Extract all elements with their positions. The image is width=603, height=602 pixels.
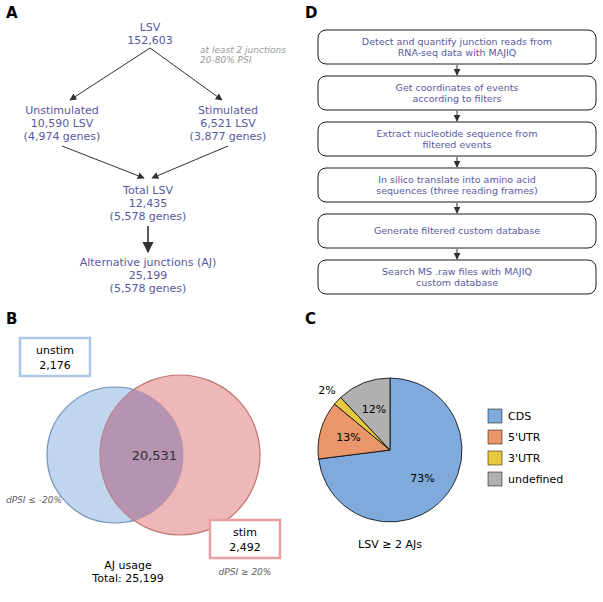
venn-category: stim <box>233 526 257 539</box>
data-label: 2% <box>318 384 335 397</box>
panel-pie: C LSV ≥ 2 AJs CDS 5'UTR 3'UTR undefined <box>305 310 563 551</box>
data-label: 12% <box>362 403 386 416</box>
text-line: 20-80% PSI <box>200 55 252 65</box>
text-line: 25,199 <box>129 269 168 282</box>
legend-swatch <box>488 451 502 465</box>
text-line: Detect and quantify junction reads from <box>362 36 552 47</box>
arrow <box>70 48 150 100</box>
legend-swatch <box>488 472 502 486</box>
background <box>0 0 603 602</box>
text-line: dPSI ≤ -20% <box>6 495 62 505</box>
arrow <box>457 111 458 121</box>
filter-label: at least 2 junctions20-80% PSI <box>200 45 286 66</box>
data-label: 73% <box>410 472 434 485</box>
venn-set <box>100 375 260 535</box>
flow-node: Stimulated6,521 LSV(3,877 genes) <box>190 104 267 143</box>
panel-flowchart: D Detect and quantify junction reads from… <box>305 4 596 294</box>
flow-box <box>318 214 596 248</box>
flow-box-text: Search MS .raw files with MAJIQcustom da… <box>382 266 532 289</box>
panel-title: B <box>6 310 17 328</box>
pie-slice <box>319 378 462 522</box>
text-line: Alternative junctions (AJ) <box>80 256 217 269</box>
annotation: dPSI ≤ -20% <box>6 495 62 505</box>
flow-box <box>318 122 596 156</box>
flow-box <box>318 30 596 64</box>
legend-entry: 5'UTR <box>508 431 541 444</box>
text-line: Total: 25,199 <box>91 572 163 585</box>
flow-node: Unstimulated10,590 LSV(4,974 genes) <box>24 104 101 143</box>
text-line: 6,521 LSV <box>200 117 256 130</box>
arrow <box>150 48 222 100</box>
flow-box-text: Extract nucleotide sequence fromfiltered… <box>377 128 538 151</box>
text-line: (4,974 genes) <box>24 130 101 143</box>
legend: CDS 5'UTR 3'UTR undefined <box>488 409 563 486</box>
text-line: Search MS .raw files with MAJIQ <box>382 266 532 277</box>
arrow <box>457 157 458 167</box>
flow-box-text: Generate filtered custom database <box>374 225 540 236</box>
annotation: dPSI ≥ 20% <box>219 567 272 577</box>
flow-box <box>318 76 596 110</box>
text-line: (5,578 genes) <box>110 282 187 295</box>
text-line: Stimulated <box>198 104 258 117</box>
panel-title: A <box>6 4 18 22</box>
flow-node: Alternative junctions (AJ)25,199(5,578 g… <box>80 256 217 295</box>
text-line: dPSI ≥ 20% <box>219 567 272 577</box>
text-line: 12,435 <box>129 197 168 210</box>
text-line: 152,603 <box>127 34 173 47</box>
legend-swatch <box>488 430 502 444</box>
arrow <box>147 226 149 252</box>
data-label: 20,531 <box>132 448 178 463</box>
legend-entry: 3'UTR <box>508 452 541 465</box>
text-line: LSV <box>140 21 161 34</box>
flow-box-text: In silico translate into amino acidseque… <box>376 174 538 197</box>
flow-box-text: Get coordinates of eventsaccording to fi… <box>396 82 519 105</box>
data-label: 13% <box>336 431 360 444</box>
venn-overlap <box>100 390 183 521</box>
arrow <box>62 146 144 178</box>
arrow <box>457 203 458 213</box>
panel-title: D <box>305 4 317 22</box>
text-line: sequences (three reading frames) <box>376 185 538 196</box>
panel-flowchart: A LSV152,603 at least 2 junctions20-80% PS… <box>6 4 286 295</box>
venn-label-box <box>210 520 280 558</box>
flow-box <box>318 260 596 294</box>
text-line: 10,590 LSV <box>31 117 94 130</box>
text-line: Total LSV <box>122 184 173 197</box>
legend-entry: undefined <box>508 473 563 486</box>
figure: A LSV152,603 at least 2 junctions20-80% PS… <box>0 0 603 602</box>
text-line: (3,877 genes) <box>190 130 267 143</box>
pie-labels: 73% 13% 2% 12% <box>318 384 434 485</box>
flow-box <box>318 168 596 202</box>
text-line: Extract nucleotide sequence from <box>377 128 538 139</box>
venn-category: unstim <box>36 344 74 357</box>
text-line: (5,578 genes) <box>110 210 187 223</box>
arrow <box>457 65 458 75</box>
text-line: custom database <box>416 277 498 288</box>
text-line: Generate filtered custom database <box>374 225 540 236</box>
text-line: filtered events <box>423 139 492 150</box>
panel-venn: Bunstim 2,176 stim 2,492 20,531 dPSI ≤ -20% dP… <box>6 310 280 585</box>
legend-swatch <box>488 409 502 423</box>
panel-title: C <box>305 310 316 328</box>
text-line: at least 2 junctions <box>200 45 286 55</box>
flow-node: Total LSV12,435(5,578 genes) <box>110 184 187 223</box>
arrow <box>457 249 458 259</box>
text-line: according to filters <box>412 93 501 104</box>
text-line: Unstimulated <box>25 104 99 117</box>
text-line: Get coordinates of events <box>396 82 519 93</box>
text-line: RNA-seq data with MAJIQ <box>398 47 517 58</box>
venn-label-box <box>20 338 90 376</box>
arrow <box>152 146 228 178</box>
total-label: AJ usageTotal: 25,199 <box>91 559 163 585</box>
flow-box-text: Detect and quantify junction reads fromR… <box>362 36 552 59</box>
data-label: 2,176 <box>39 359 71 372</box>
text-line: In silico translate into amino acid <box>378 174 536 185</box>
flow-node: LSV152,603 <box>127 21 173 47</box>
legend-entry: CDS <box>508 410 531 423</box>
data-label: 2,492 <box>229 541 261 554</box>
axis-label: LSV ≥ 2 AJs <box>358 538 422 551</box>
text-line: AJ usage <box>104 559 152 572</box>
